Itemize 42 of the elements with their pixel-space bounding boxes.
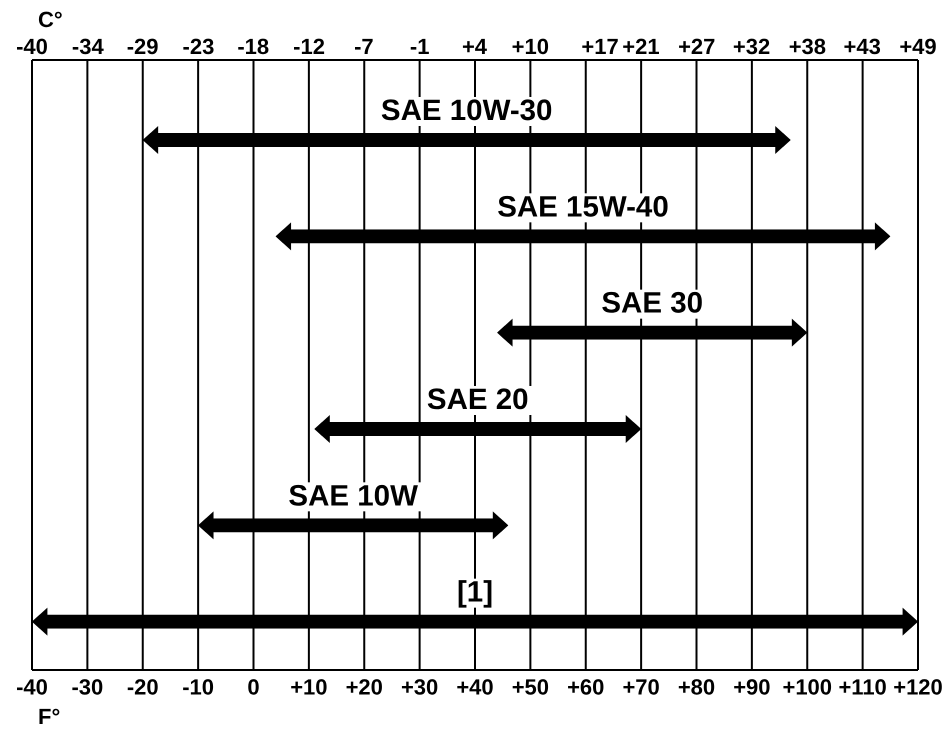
x-tick-label: -40: [16, 674, 48, 700]
x2-tick-label: -23: [182, 34, 214, 59]
x-tick-label: +10: [290, 674, 328, 700]
x-tick-label: +70: [622, 674, 660, 700]
x-tick-label: +110: [838, 674, 887, 700]
x-tick-label: +120: [893, 674, 943, 700]
x2-tick-label: -29: [126, 34, 159, 59]
x2-axis-title: C°: [38, 7, 63, 32]
x-tick-label: +20: [346, 674, 383, 700]
x-tick-label: -20: [126, 674, 159, 700]
x2-tick-label: +10: [512, 34, 549, 59]
x2-tick-label: +38: [788, 34, 826, 59]
x2-tick-label: +27: [678, 34, 716, 59]
x2-tick-label: +17: [581, 34, 619, 59]
y-tick-label: SAE 10W: [288, 479, 418, 512]
x-tick-label: +100: [782, 674, 832, 700]
x-tick-label: +90: [733, 674, 771, 700]
x-tick-label: +30: [400, 674, 438, 700]
y-tick-label: SAE 20: [426, 383, 529, 416]
x-tick-label: +80: [678, 674, 716, 700]
y-tick-label: SAE 15W-40: [497, 190, 669, 224]
y-tick-label: SAE 30: [601, 286, 704, 320]
x2-tick-label: -40: [16, 34, 48, 59]
y-tick-label: [1]: [456, 576, 494, 609]
x2-tick-label: +4: [462, 34, 488, 59]
x2-tick-label: -1: [410, 34, 430, 59]
x-tick-label: +50: [512, 674, 550, 700]
x2-tick-label: +21: [622, 34, 660, 59]
x-tick-label: -10: [182, 674, 214, 700]
x2-tick-label: +49: [899, 34, 937, 59]
x2-tick-label: -12: [293, 34, 325, 59]
x2-tick-label: +43: [844, 34, 881, 59]
x2-tick-label: -18: [237, 34, 270, 59]
x2-tick-label: -34: [72, 34, 104, 59]
x-tick-label: +40: [456, 674, 494, 700]
x-tick-label: 0: [247, 674, 260, 700]
x-axis-title: F°: [38, 704, 60, 729]
x2-tick-label: +32: [732, 34, 770, 59]
y-tick-label: SAE 10W-30: [380, 94, 552, 127]
x2-tick-label: -7: [354, 34, 374, 59]
x-tick-label: -30: [71, 674, 104, 700]
x-tick-label: +60: [567, 674, 604, 700]
